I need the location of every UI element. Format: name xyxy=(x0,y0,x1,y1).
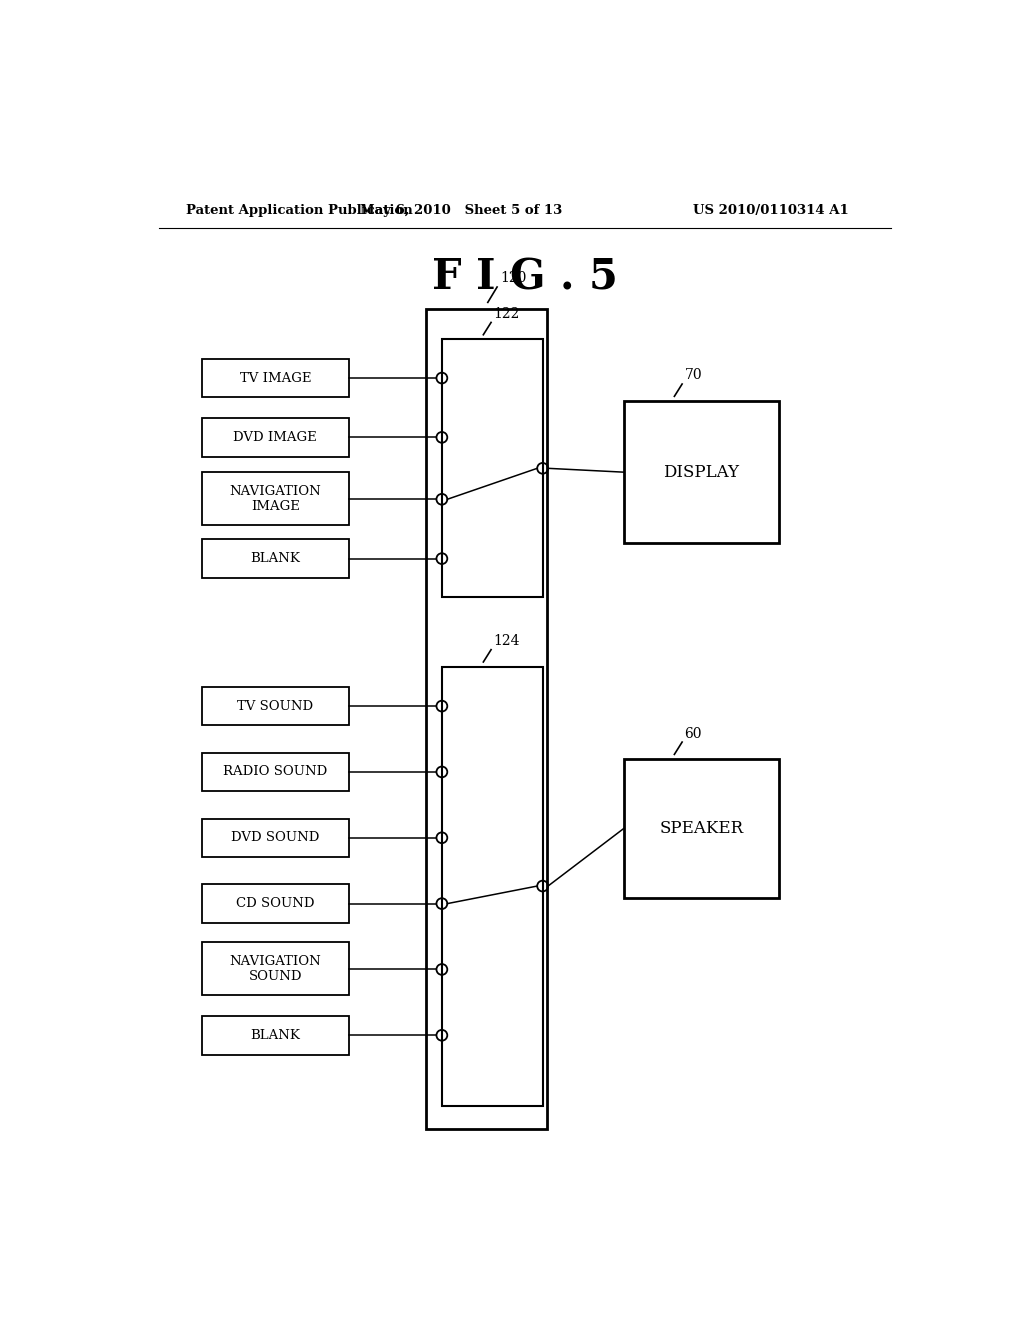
Bar xyxy=(202,686,349,726)
Text: BLANK: BLANK xyxy=(250,1028,300,1041)
Text: DISPLAY: DISPLAY xyxy=(664,463,739,480)
Text: DVD IMAGE: DVD IMAGE xyxy=(233,430,317,444)
Text: DVD SOUND: DVD SOUND xyxy=(231,832,319,845)
Bar xyxy=(202,540,349,578)
Text: F I G . 5: F I G . 5 xyxy=(432,257,617,298)
Bar xyxy=(202,359,349,397)
Text: NAVIGATION
IMAGE: NAVIGATION IMAGE xyxy=(229,484,322,512)
Text: BLANK: BLANK xyxy=(250,552,300,565)
Text: 60: 60 xyxy=(684,726,701,741)
Bar xyxy=(202,942,349,995)
Text: Patent Application Publication: Patent Application Publication xyxy=(186,205,413,218)
Bar xyxy=(202,473,349,524)
Text: TV IMAGE: TV IMAGE xyxy=(240,371,311,384)
Text: 122: 122 xyxy=(494,306,520,321)
Bar xyxy=(624,759,779,898)
Text: RADIO SOUND: RADIO SOUND xyxy=(223,766,328,779)
Text: May 6, 2010   Sheet 5 of 13: May 6, 2010 Sheet 5 of 13 xyxy=(360,205,562,218)
Bar xyxy=(202,418,349,457)
Text: NAVIGATION
SOUND: NAVIGATION SOUND xyxy=(229,954,322,982)
Text: 70: 70 xyxy=(684,368,702,383)
Bar xyxy=(426,309,547,1129)
Bar xyxy=(202,884,349,923)
Bar xyxy=(442,339,543,598)
Text: SPEAKER: SPEAKER xyxy=(659,820,743,837)
Text: 124: 124 xyxy=(494,634,520,648)
Text: 120: 120 xyxy=(500,272,526,285)
Bar xyxy=(202,818,349,857)
Bar xyxy=(202,1016,349,1055)
Bar xyxy=(202,752,349,791)
Bar xyxy=(442,667,543,1105)
Text: US 2010/0110314 A1: US 2010/0110314 A1 xyxy=(693,205,849,218)
Bar xyxy=(624,401,779,544)
Text: CD SOUND: CD SOUND xyxy=(236,898,314,909)
Text: TV SOUND: TV SOUND xyxy=(238,700,313,713)
